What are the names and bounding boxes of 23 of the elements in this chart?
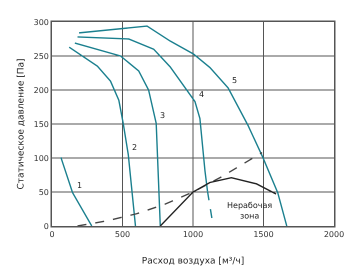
x-axis-title: Расход воздуха [м³/ч] [142,256,244,266]
annotation: 2 [132,143,138,152]
annotation: 1 [77,181,82,190]
line-series [68,46,136,226]
y-tick-label: 100 [34,154,49,163]
annotation: 5 [232,76,238,85]
annotation: 3 [160,111,166,120]
y-tick-label: 200 [34,86,49,95]
line-series [78,25,288,226]
y-tick-label: 150 [34,120,49,129]
line-series [74,42,161,226]
y-tick-label: 50 [38,188,49,197]
x-tick-label: 2000 [324,230,344,240]
x-tick-label: 1000 [182,230,204,240]
y-tick-label: 0 [44,222,49,231]
line-series [160,177,277,226]
x-tick-label: 0 [49,230,55,240]
y-tick-label: 250 [34,52,49,61]
y-tick-label: 300 [34,18,49,27]
y-axis-title: Статическое давление [Па] [16,58,26,190]
annotation: 4 [199,90,204,99]
x-tick-label: 1500 [253,230,274,240]
x-tick-label: 500 [114,230,130,240]
